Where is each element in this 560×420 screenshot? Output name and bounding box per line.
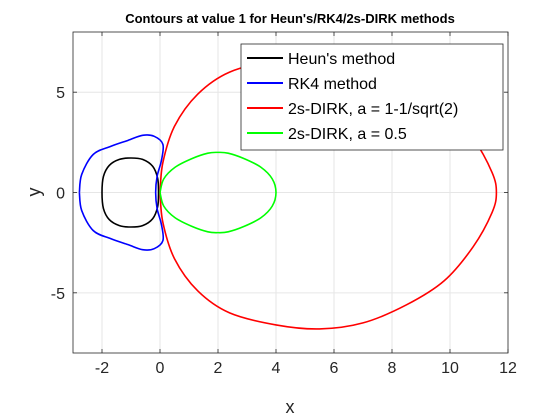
x-tick-label: -2 xyxy=(95,360,109,377)
x-tick-label: 0 xyxy=(156,360,165,377)
y-tick-label: 0 xyxy=(56,186,65,203)
x-tick-label: 2 xyxy=(214,360,223,377)
y-axis-label: y xyxy=(24,188,44,197)
chart-title: Contours at value 1 for Heun's/RK4/2s-DI… xyxy=(125,11,455,26)
legend-entry-4: 2s-DIRK, a = 0.5 xyxy=(288,126,407,143)
legend-entry-3: 2s-DIRK, a = 1-1/sqrt(2) xyxy=(288,101,458,118)
x-tick-label: 8 xyxy=(388,360,397,377)
legend-entry-1: Heun's method xyxy=(288,51,395,68)
x-axis-label: x xyxy=(286,397,295,417)
x-tick-label: 4 xyxy=(272,360,281,377)
y-tick-label: 5 xyxy=(56,85,65,102)
x-tick-label: 12 xyxy=(499,360,517,377)
x-tick-label: 10 xyxy=(441,360,459,377)
y-tick-label: -5 xyxy=(51,286,65,303)
x-tick-label: 6 xyxy=(330,360,339,377)
legend-entry-2: RK4 method xyxy=(288,76,377,93)
legend: Heun's method RK4 method 2s-DIRK, a = 1-1/… xyxy=(241,44,503,150)
